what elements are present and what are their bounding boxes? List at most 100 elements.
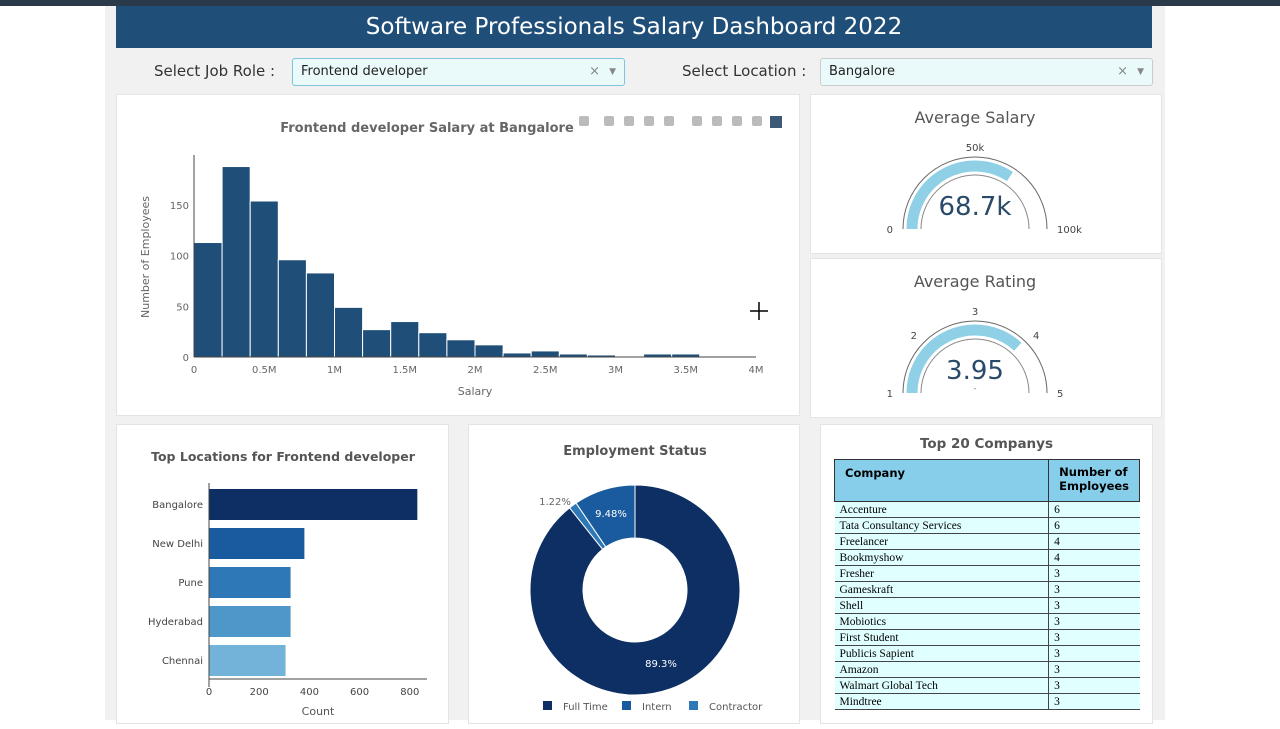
legend-swatch[interactable]: [622, 701, 631, 710]
donut-slice[interactable]: [529, 484, 741, 696]
x-tick-label: 0.5M: [252, 365, 277, 376]
x-axis-title: Count: [302, 705, 335, 718]
histogram-bar[interactable]: [249, 200, 279, 358]
histogram-bar[interactable]: [362, 329, 392, 358]
gauge-value: 3.95: [946, 356, 1004, 386]
location-bar[interactable]: [209, 528, 305, 559]
avg-rating-card: Average Rating 1 2 3 4 5 3.95-: [810, 258, 1162, 418]
company-cell: Mobiotics: [834, 613, 1050, 630]
col-employees: Number of Employees: [1048, 459, 1140, 502]
employee-count-cell: 4: [1048, 549, 1140, 566]
location-bar[interactable]: [209, 606, 291, 637]
zoom-out-icon[interactable]: [712, 116, 722, 126]
company-cell: Freelancer: [834, 533, 1050, 550]
clear-icon[interactable]: ×: [589, 64, 600, 79]
gauge-title: Average Rating: [914, 272, 1036, 291]
x-tick-label: 400: [300, 687, 319, 698]
y-tick-label: 50: [176, 302, 189, 313]
gauge-tick-label: 2: [911, 331, 917, 342]
gauge-inner: [920, 338, 1030, 394]
histogram-bar[interactable]: [334, 306, 364, 358]
y-tick-label: Pune: [178, 578, 203, 589]
slice-label: 9.48%: [595, 509, 627, 520]
gauge-tick-label: 0: [887, 225, 893, 236]
x-tick-label: 3M: [608, 365, 623, 376]
histogram-bar[interactable]: [474, 344, 504, 358]
companies-table: Company Number of Employees Accenture 6 Ta…: [833, 459, 1140, 710]
y-axis-title: Number of Employees: [139, 196, 152, 318]
table-row: Tata Consultancy Services 6: [834, 517, 1140, 534]
location-bar[interactable]: [209, 489, 418, 520]
employee-count-cell: 3: [1048, 581, 1140, 598]
x-tick-label: 800: [400, 687, 419, 698]
x-tick-label: 0: [206, 687, 212, 698]
employee-count-cell: 3: [1048, 645, 1140, 662]
y-tick-label: Hyderabad: [148, 617, 203, 628]
histogram-bar[interactable]: [221, 166, 251, 358]
gauge-tick-label: 4: [1033, 331, 1039, 342]
location-bar[interactable]: [209, 645, 286, 676]
company-cell: Walmart Global Tech: [834, 677, 1050, 694]
crosshair-cursor-icon: [750, 302, 768, 320]
donut-slice[interactable]: [575, 484, 636, 548]
company-cell: Publicis Sapient: [834, 645, 1050, 662]
employment-donut-chart[interactable]: Employment Status 89.3% 9.48% 1.22% Full Tim…: [469, 425, 801, 725]
x-tick-label: 2.5M: [533, 365, 558, 376]
job-role-dropdown[interactable]: Frontend developer × ▼: [292, 58, 625, 86]
location-dropdown[interactable]: Bangalore × ▼: [820, 58, 1153, 86]
gauge-value-arc: [906, 324, 1022, 394]
companies-card: Top 20 Companys Company Number of Employ…: [820, 424, 1153, 724]
legend-label[interactable]: Intern: [642, 702, 672, 713]
y-tick-label: Bangalore: [152, 500, 203, 511]
histogram-bar[interactable]: [193, 242, 223, 358]
histogram-bar[interactable]: [390, 321, 420, 358]
page-title: Software Professionals Salary Dashboard …: [116, 6, 1152, 48]
company-cell: First Student: [834, 629, 1050, 646]
box-select-icon[interactable]: [644, 116, 654, 126]
employee-count-cell: 3: [1048, 661, 1140, 678]
histogram-bar[interactable]: [418, 332, 448, 358]
home-icon[interactable]: [752, 116, 762, 126]
col-company: Company: [833, 459, 1050, 502]
company-cell: Bookmyshow: [834, 549, 1050, 566]
employment-card: Employment Status 89.3% 9.48% 1.22% Full Tim…: [468, 424, 800, 724]
histogram-bar[interactable]: [446, 339, 476, 358]
locations-bar-chart[interactable]: Top Locations for Frontend developer Bang…: [117, 425, 450, 725]
gauge-delta: -: [973, 384, 976, 394]
locations-title: Top Locations for Frontend developer: [151, 449, 416, 464]
companies-title: Top 20 Companys: [919, 436, 1053, 452]
legend-label[interactable]: Full Time: [563, 702, 608, 713]
histogram-bar[interactable]: [305, 272, 335, 358]
table-row: Shell 3: [834, 597, 1140, 614]
autoscale-icon[interactable]: [732, 116, 742, 126]
pan-icon[interactable]: [624, 116, 634, 126]
lasso-icon[interactable]: [664, 116, 674, 126]
company-cell: Amazon: [834, 661, 1050, 678]
chevron-down-icon[interactable]: ▼: [609, 67, 616, 77]
x-tick-label: 200: [250, 687, 269, 698]
employee-count-cell: 3: [1048, 629, 1140, 646]
legend-swatch[interactable]: [689, 701, 698, 710]
location-bar[interactable]: [209, 567, 291, 598]
legend-label[interactable]: Contractor: [709, 702, 763, 713]
histogram-bar[interactable]: [502, 352, 532, 358]
employee-count-cell: 3: [1048, 693, 1140, 710]
gauge-value: 68.7k: [939, 192, 1012, 222]
histogram-bar[interactable]: [277, 259, 307, 358]
donut-title: Employment Status: [563, 444, 707, 459]
y-tick-label: 0: [183, 353, 189, 364]
histogram-bar[interactable]: [530, 350, 560, 358]
avg-salary-card: Average Salary 0 50k 100k 68.7k: [810, 94, 1162, 254]
clear-icon[interactable]: ×: [1117, 64, 1128, 79]
zoom-in-icon[interactable]: [692, 116, 702, 126]
company-cell: Shell: [834, 597, 1050, 614]
camera-icon[interactable]: [579, 116, 589, 126]
legend-swatch[interactable]: [543, 701, 552, 710]
employee-count-cell: 3: [1048, 613, 1140, 630]
chevron-down-icon[interactable]: ▼: [1137, 67, 1144, 77]
zoom-icon[interactable]: [604, 116, 614, 126]
company-cell: Gameskraft: [834, 581, 1050, 598]
plotly-logo-icon[interactable]: [770, 116, 782, 128]
company-cell: Tata Consultancy Services: [834, 517, 1050, 534]
